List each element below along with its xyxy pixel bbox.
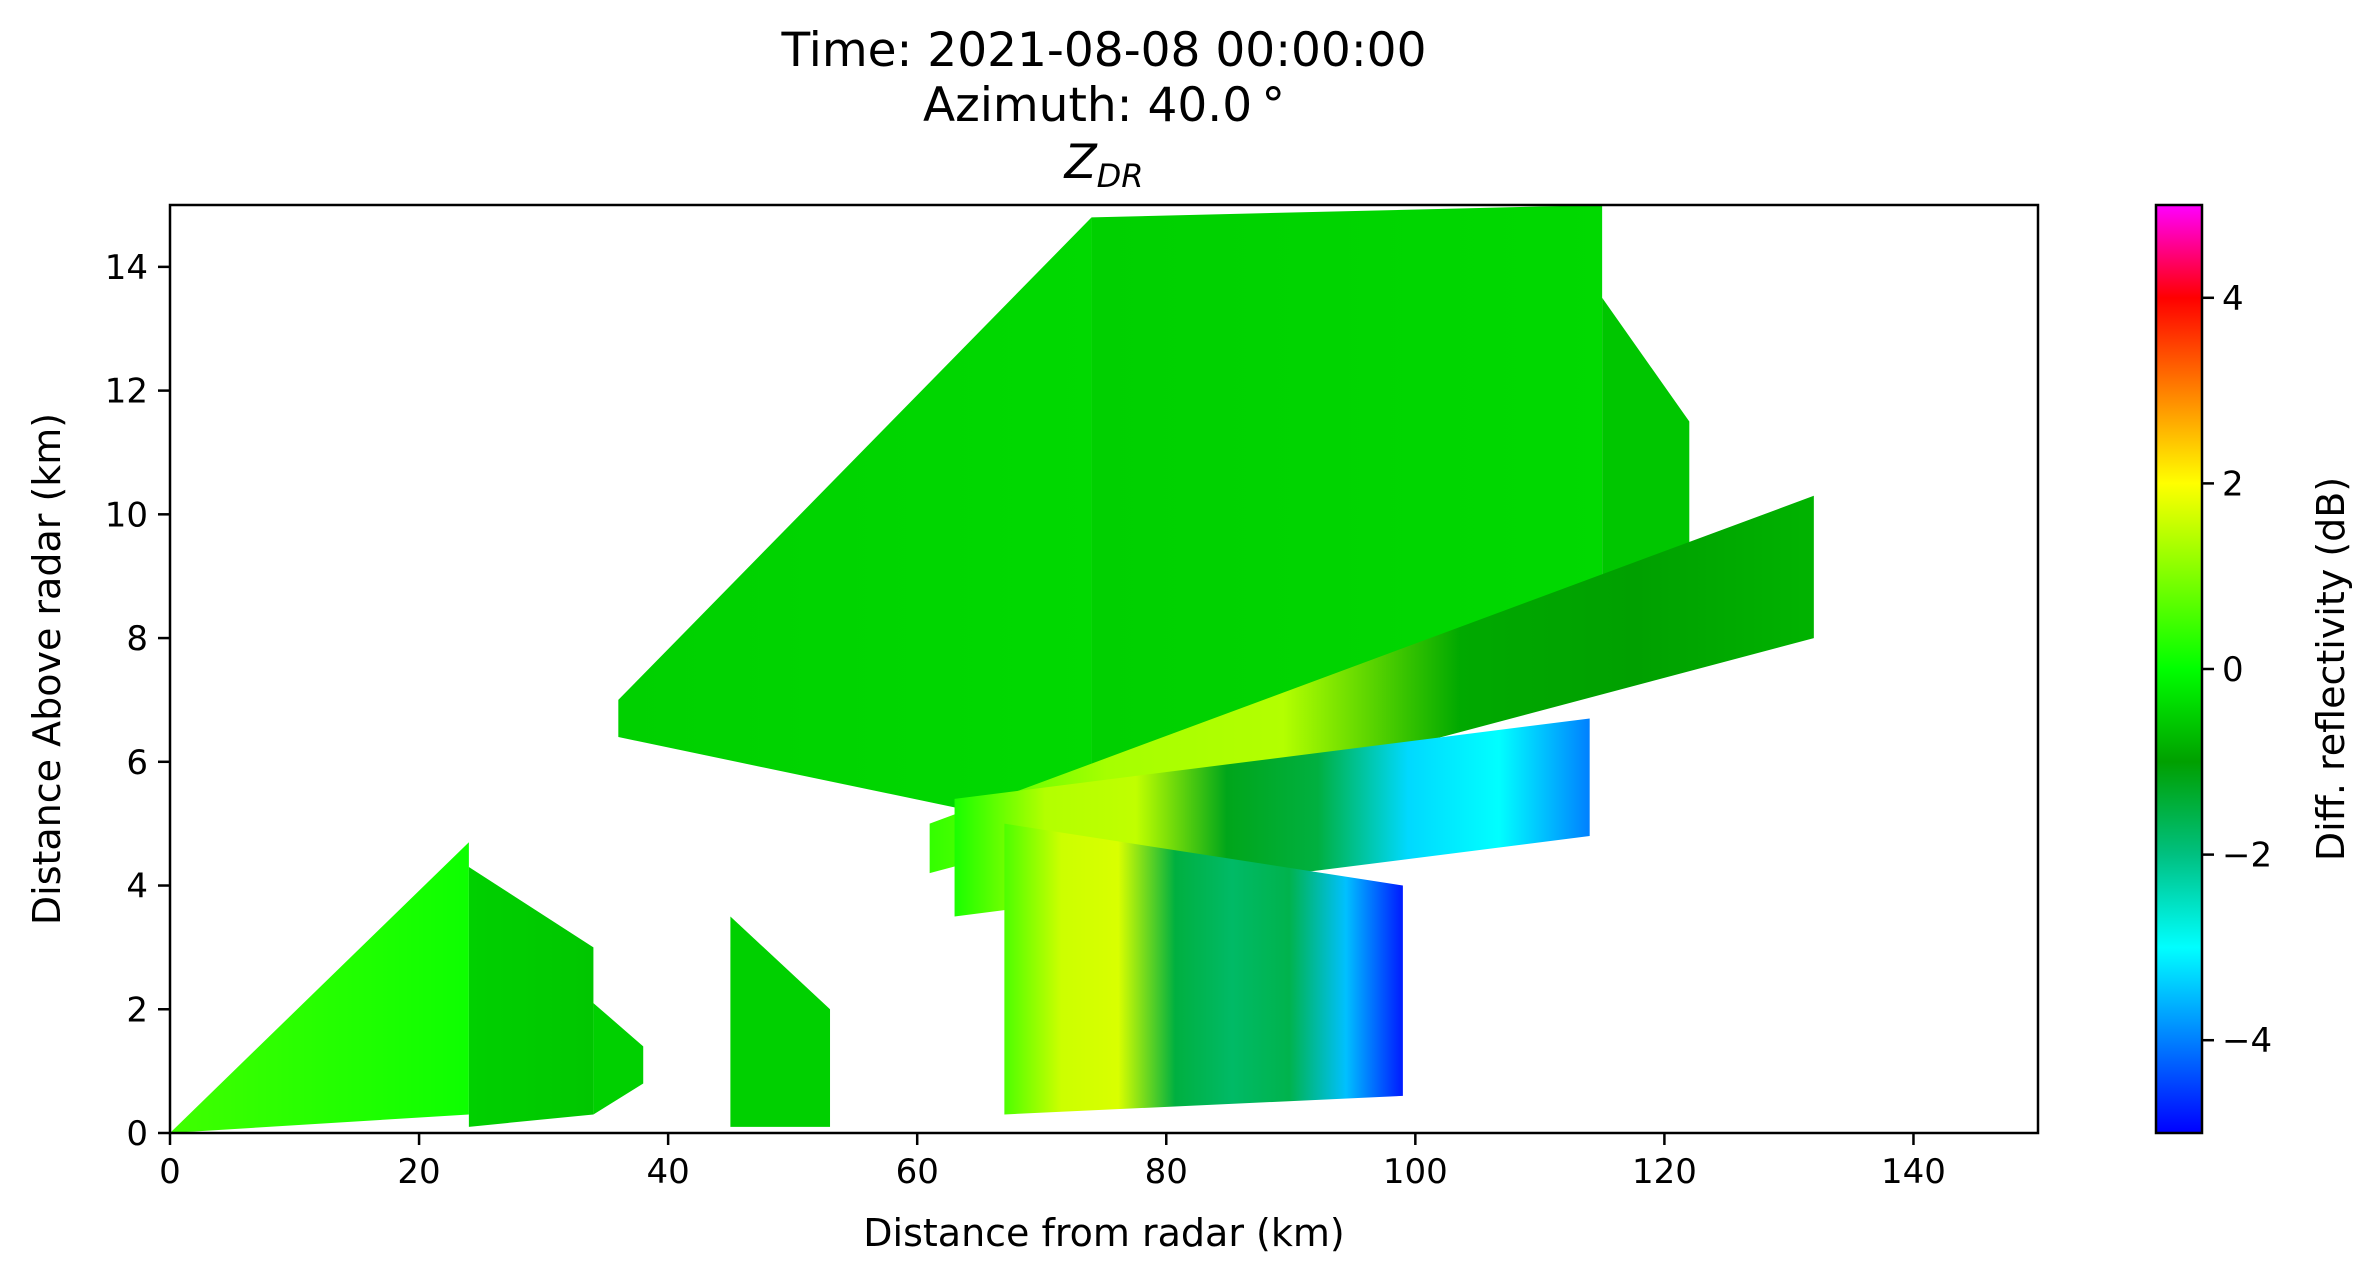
- colorbar-tick-label: 2: [2222, 464, 2244, 504]
- y-tick-label: 0: [126, 1114, 148, 1154]
- y-tick-label: 6: [126, 743, 148, 783]
- x-axis-ticks: 0 20 40 60 80 100 120 140: [159, 1133, 1946, 1192]
- y-tick-label: 14: [105, 248, 148, 288]
- x-tick-label: 40: [647, 1152, 690, 1192]
- sweep-5: [1602, 297, 1690, 608]
- colorbar-tick-label: −2: [2222, 836, 2272, 876]
- sweep-6: [730, 916, 831, 1127]
- plot-area: [168, 203, 2040, 1135]
- colorbar-ticks: −4 −2 0 2 4: [2202, 279, 2272, 1061]
- variable-sub: DR: [1097, 157, 1144, 195]
- x-tick-label: 20: [397, 1152, 440, 1192]
- y-tick-label: 4: [126, 867, 148, 907]
- y-tick-label: 10: [105, 495, 148, 535]
- colorbar-tick-label: −4: [2222, 1021, 2272, 1061]
- y-tick-label: 12: [105, 372, 148, 412]
- colorbar-tick-label: 4: [2222, 279, 2244, 319]
- x-tick-label: 80: [1145, 1152, 1188, 1192]
- x-tick-label: 100: [1383, 1152, 1448, 1192]
- chart-title-azimuth: Azimuth: 40.0 °: [923, 78, 1285, 133]
- y-tick-label: 2: [126, 990, 148, 1030]
- chart-title-time: Time: 2021-08-08 00:00:00: [781, 23, 1427, 78]
- sweep-layer: [170, 205, 1814, 1133]
- sweep-2: [593, 1003, 644, 1115]
- x-tick-label: 0: [159, 1152, 181, 1192]
- y-axis-label: Distance Above radar (km): [25, 413, 69, 925]
- colorbar-gradient: [2154, 203, 2204, 1135]
- x-tick-label: 120: [1632, 1152, 1697, 1192]
- y-axis-ticks: 0 2 4 6 8 10 12 14: [105, 248, 170, 1154]
- chart-title-variable: ZDR: [1062, 135, 1143, 195]
- sweep-0: [170, 842, 469, 1133]
- colorbar: −4 −2 0 2 4 Diff. reflectivity (dB): [2154, 203, 2353, 1135]
- x-tick-label: 140: [1881, 1152, 1946, 1192]
- sweep-9: [1004, 823, 1403, 1115]
- x-axis-label: Distance from radar (km): [863, 1211, 1344, 1255]
- x-tick-label: 60: [896, 1152, 939, 1192]
- sweep-1: [468, 866, 594, 1127]
- y-tick-label: 8: [126, 619, 148, 659]
- sweep-3: [618, 217, 1092, 837]
- colorbar-tick-label: 0: [2222, 650, 2244, 690]
- colorbar-label: Diff. reflectivity (dB): [2309, 477, 2353, 861]
- variable-main: Z: [1062, 135, 1098, 190]
- plot-frame: [168, 203, 2040, 1135]
